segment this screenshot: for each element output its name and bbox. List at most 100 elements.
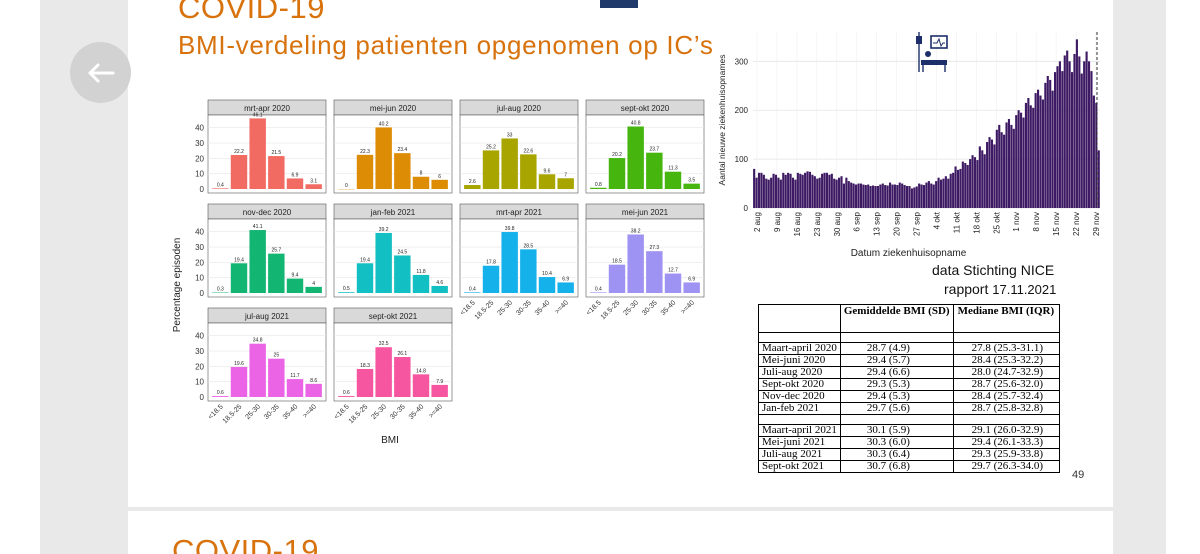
- table-spacer-cell: [758, 332, 841, 343]
- admissions-bar: [1000, 132, 1003, 208]
- table-cell-period: Mei-juni 2021: [758, 436, 841, 449]
- admissions-x-tick: 18 okt: [972, 211, 981, 234]
- admissions-bar: [1073, 54, 1076, 208]
- facet-bar-label: 21.5: [271, 150, 281, 156]
- facet-bar: [590, 187, 607, 189]
- admissions-bar: [872, 185, 875, 208]
- table-cell-median: 28.4 (25.3-32.2): [952, 354, 1060, 367]
- facet-y-tick: 30: [195, 243, 204, 252]
- admissions-x-tick: 8 nov: [1032, 212, 1041, 232]
- facet-bar: [375, 347, 392, 397]
- table-row: Mei-juni 2021 30.3 (6.0) 29.4 (26.1-33.3): [758, 436, 1060, 449]
- table-cell-median: 29.7 (26.3-34.0): [952, 460, 1060, 473]
- admissions-y-tick: 0: [744, 204, 749, 213]
- admissions-bar: [930, 183, 933, 208]
- facet-bar-label: 3.5: [688, 178, 695, 184]
- admissions-bar: [842, 183, 846, 208]
- admissions-bar: [1003, 134, 1006, 208]
- admissions-bar: [770, 177, 773, 208]
- admissions-bar: [947, 178, 950, 208]
- admissions-bar: [1068, 61, 1071, 209]
- admissions-bar: [1020, 112, 1023, 208]
- facet-x-tick: 35-40: [282, 403, 300, 421]
- facet-bar-label: 18.5: [612, 259, 622, 265]
- admissions-bar: [893, 184, 896, 208]
- admissions-bar: [869, 186, 872, 208]
- table-row: Juli-aug 2020 29.4 (6.6) 28.0 (24.7-32.9): [758, 366, 1060, 379]
- facet-plot-area: [333, 218, 453, 298]
- facet-x-tick: >=40: [680, 299, 696, 315]
- table-cell-mean: 29.4 (5.7): [839, 354, 954, 367]
- admissions-bar: [1024, 102, 1028, 208]
- facet-bar-label: 0.5: [343, 286, 350, 292]
- facet-x-tick: <18.5: [333, 403, 351, 421]
- admissions-bar: [1005, 122, 1008, 208]
- facet-bar: [230, 154, 248, 189]
- admissions-bar: [942, 178, 945, 208]
- admissions-bar: [855, 184, 858, 208]
- facet-bar-label: 40.2: [379, 121, 389, 127]
- facet-bar-label: 25: [274, 353, 280, 359]
- facet-bar-label: 0.4: [217, 182, 224, 188]
- facet-bar-label: 38.2: [631, 228, 641, 234]
- admissions-bar: [1080, 73, 1083, 208]
- facet-y-tick: 40: [195, 228, 204, 237]
- facet-plot-area: [207, 114, 327, 194]
- facet-bar-label: 0.6: [343, 390, 350, 396]
- table-row: Sept-okt 2021 30.7 (6.8) 29.7 (26.3-34.0): [758, 460, 1060, 473]
- admissions-bar: [847, 181, 850, 208]
- header-accent-bar: [600, 0, 638, 8]
- admissions-x-tick: 25 okt: [992, 211, 1001, 234]
- table-cell-mean: 29.3 (5.3): [839, 378, 954, 391]
- admissions-y-label-group: Aantal nieuwe ziekenhuisopnames: [717, 55, 727, 186]
- facet-x-tick: 35-40: [408, 403, 426, 421]
- table-cell-mean: 29.4 (5.3): [839, 390, 954, 403]
- facet-strip-label: jul-aug 2021: [244, 312, 290, 321]
- admissions-x-tick: 15 nov: [1052, 212, 1061, 236]
- facet-x-tick: 30-35: [263, 403, 281, 421]
- facet-bar-label: 0.8: [595, 182, 602, 188]
- admissions-bar: [801, 174, 804, 208]
- admissions-bar: [845, 177, 848, 208]
- admissions-bar: [995, 129, 998, 208]
- facet-bar: [608, 264, 626, 293]
- back-button[interactable]: [70, 42, 131, 103]
- facet-bar-label: 23.4: [397, 147, 407, 153]
- facet-bar-label: 23.7: [649, 147, 659, 153]
- admissions-bar: [971, 155, 974, 208]
- admissions-bar: [966, 164, 969, 208]
- back-arrow-icon: [88, 63, 114, 82]
- facet-bar: [230, 366, 248, 397]
- facet-bar-label: 0: [345, 183, 348, 189]
- admissions-bar: [818, 177, 821, 208]
- facet-panel: sept-okt 2020 0.8 20.2 40.8 23.7 11.3 3.5: [585, 99, 705, 194]
- facet-x-tick: >=40: [428, 403, 444, 419]
- facet-bar: [268, 156, 285, 189]
- facet-bar: [286, 379, 304, 397]
- facet-bar-label: 17.8: [486, 260, 496, 266]
- admissions-bar: [1044, 82, 1047, 208]
- facet-bar: [375, 127, 392, 189]
- facet-bar-label: 34.8: [253, 338, 263, 344]
- table-row: Jan-feb 2021 29.7 (5.6) 28.7 (25.8-32.8): [758, 402, 1060, 415]
- table-cell-period: Maart-april 2021: [758, 424, 841, 437]
- facet-bar: [431, 285, 448, 293]
- admissions-bar: [821, 173, 824, 208]
- admissions-bar: [1007, 119, 1011, 208]
- admissions-x-tick: 11 okt: [952, 211, 961, 233]
- facet-x-tick: <18.5: [585, 299, 603, 317]
- admissions-bar: [784, 174, 787, 208]
- table-spacer-row: [758, 332, 1060, 343]
- bmi-summary-table: Gemiddelde BMI (SD) Mediane BMI (IQR) Ma…: [758, 304, 1060, 473]
- admissions-x-tick: 27 sep: [913, 211, 922, 236]
- facet-x-tick: 35-40: [660, 299, 678, 317]
- facet-x-tick: <18.5: [459, 299, 477, 317]
- table-spacer-cell: [952, 414, 1060, 425]
- admissions-bar: [910, 188, 913, 208]
- admissions-bar: [973, 157, 977, 208]
- facet-bar-label: 22.6: [523, 148, 533, 154]
- facet-x-tick: 25-30: [244, 403, 262, 421]
- facet-bar: [557, 178, 574, 189]
- admissions-bar: [840, 176, 843, 208]
- facet-y-tick: 30: [195, 347, 204, 356]
